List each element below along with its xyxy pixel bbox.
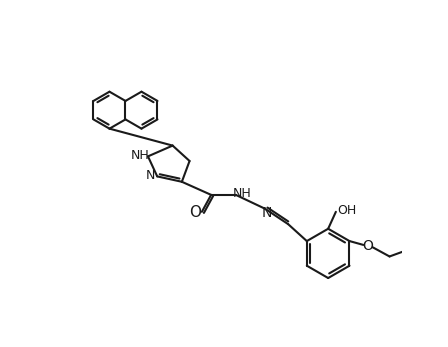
Text: N: N [261,206,272,220]
Text: NH: NH [233,187,251,200]
Text: OH: OH [337,204,356,217]
Text: N: N [146,169,155,182]
Text: O: O [189,205,201,220]
Text: NH: NH [131,149,150,162]
Text: O: O [362,239,374,253]
